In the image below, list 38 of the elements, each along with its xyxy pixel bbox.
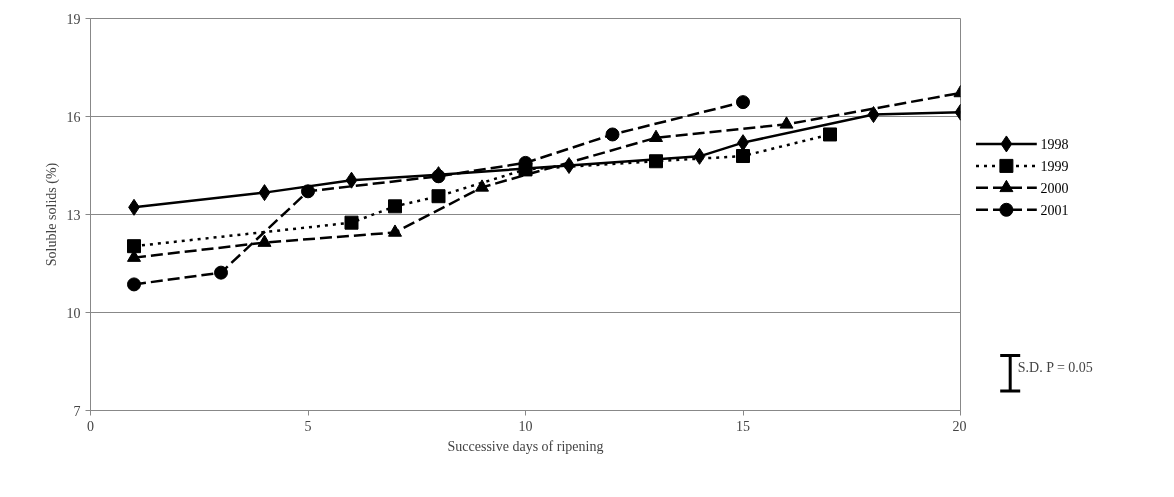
point [736,149,750,164]
point [344,215,359,230]
point [867,106,880,124]
legend-label: 2001 [1040,202,1069,218]
point [214,265,228,280]
y-tick-label: 10 [66,305,81,321]
point [605,127,620,142]
point [779,116,794,129]
point [649,154,663,169]
point [475,179,489,192]
point [693,147,706,165]
x-tick-label: 15 [736,418,750,434]
y-tick-label: 19 [66,11,81,27]
point [823,127,837,142]
x-tick-label: 20 [952,418,967,434]
text: S.D. P = 0.05 [1017,359,1093,375]
y-tick-label: 13 [66,207,81,223]
point [388,199,402,214]
y-tick-label: 16 [66,109,81,125]
y-tick-label: 7 [73,403,81,419]
point [301,184,315,199]
x-tick-label: 0 [87,418,94,434]
point [257,234,272,247]
point [345,171,358,189]
x-tick-label: 5 [304,418,312,434]
y-axis-title: Soluble solids (%) [43,162,60,267]
point [736,95,750,110]
point [388,224,402,237]
x-axis-title: Successive days of ripening [447,438,604,454]
point [649,129,663,142]
point [127,277,141,292]
point [258,184,271,202]
point [127,239,141,254]
legend-label: 2000 [1040,180,1069,196]
legend-label: 1998 [1040,136,1069,152]
legend-label: 1999 [1040,158,1069,174]
x-tick-label: 10 [518,418,533,434]
point [431,189,446,204]
